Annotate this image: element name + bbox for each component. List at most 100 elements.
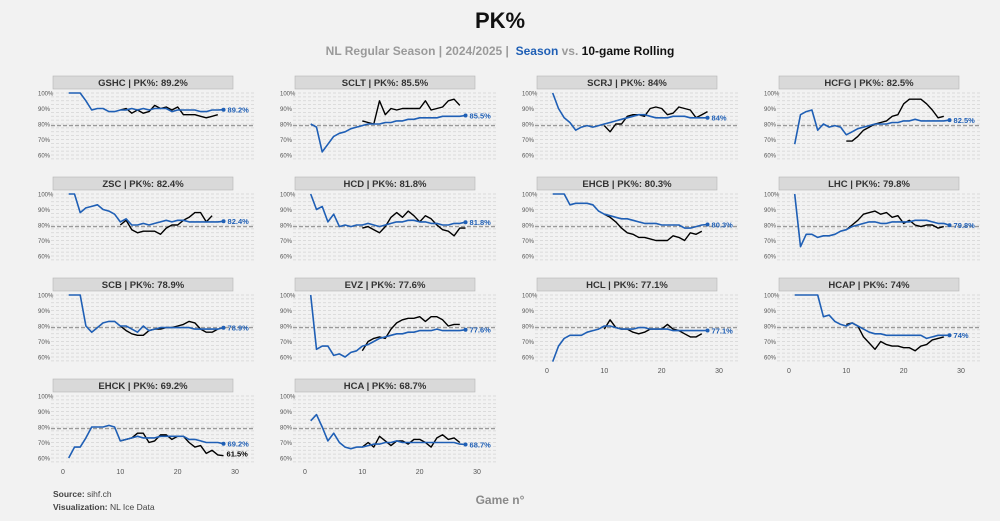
season-end-dot (221, 441, 226, 446)
y-tick-label: 60% (764, 356, 777, 362)
panel-header (52, 75, 234, 90)
panel-title: SCRJ | PK%: 84% (587, 78, 667, 89)
y-tick-label: 80% (764, 123, 777, 129)
season-line (310, 114, 466, 153)
y-tick-label: 70% (764, 239, 777, 245)
y-tick-label: 90% (522, 107, 535, 113)
y-tick-label: 100% (38, 193, 54, 199)
panel-header (294, 277, 476, 292)
season-line (309, 294, 466, 358)
team-panel-zsc: ZSC | PK%: 82.4% 100% 90% 80% 70% 60% 82.4% (38, 176, 255, 261)
y-tick-label: 70% (38, 340, 51, 346)
y-tick-label: 80% (38, 123, 51, 129)
team-panel-scb: SCB | PK%: 78.9% 100% 90% 80% 70% 60% 78.9% (38, 277, 255, 362)
y-tick-label: 70% (38, 138, 51, 144)
panel-header (778, 75, 960, 90)
panel-header (778, 176, 960, 191)
legend-rolling: 10-game Rolling (581, 44, 675, 58)
y-tick-label: 80% (522, 325, 535, 331)
y-tick-label: 70% (764, 138, 777, 144)
panel-title: EVZ | PK%: 77.6% (345, 280, 426, 291)
rolling-line (361, 316, 460, 352)
y-tick-label: 90% (764, 107, 777, 113)
y-tick-label: 100% (764, 294, 780, 300)
season-line (551, 325, 708, 362)
rolling-line (362, 98, 461, 125)
y-tick-label: 70% (280, 239, 293, 245)
y-tick-label: 80% (522, 224, 535, 230)
team-panel-evz: EVZ | PK%: 77.6% 100% 90% 80% 70% 60% 77.6% (280, 277, 497, 362)
chart-title: PK% (474, 8, 526, 33)
y-tick-label: 100% (764, 193, 780, 199)
season-end-label: 82.5% (954, 116, 976, 125)
y-tick-label: 100% (522, 92, 538, 98)
legend-vs: vs. (561, 44, 579, 58)
team-panel-hca: HCA | PK%: 68.7% 100% 90% 80% 70% 60% 0 10 20 30 6… (280, 378, 497, 476)
y-tick-label: 60% (38, 255, 51, 261)
y-tick-label: 100% (280, 193, 296, 199)
season-end-label: 84% (712, 114, 727, 123)
y-tick-label: 60% (280, 356, 293, 362)
season-end-dot (947, 223, 952, 228)
team-panel-hcap: HCAP | PK%: 74% 100% 90% 80% 70% 60% 0 10 20 30 74… (764, 277, 981, 375)
season-end-dot (947, 333, 952, 338)
panel-title: HCL | PK%: 77.1% (586, 280, 668, 291)
y-tick-label: 100% (522, 193, 538, 199)
x-tick-label: 20 (658, 368, 666, 375)
y-tick-label: 100% (280, 395, 296, 401)
team-panel-scrj: SCRJ | PK%: 84% 100% 90% 80% 70% 60% 84% (522, 75, 739, 160)
y-tick-label: 80% (280, 325, 293, 331)
panel-header (536, 75, 718, 90)
y-tick-label: 70% (38, 239, 51, 245)
subtitle-prefix: NL Regular Season | 2024/2025 | (325, 44, 509, 58)
y-tick-label: 100% (38, 395, 54, 401)
panel-header (294, 75, 476, 90)
y-tick-label: 90% (764, 208, 777, 214)
x-tick-label: 10 (600, 368, 608, 375)
panel-title: EHCB | PK%: 80.3% (582, 179, 672, 190)
y-tick-label: 60% (38, 154, 51, 160)
y-tick-label: 90% (38, 410, 51, 416)
y-tick-label: 90% (280, 309, 293, 315)
team-panel-hcd: HCD | PK%: 81.8% 100% 90% 80% 70% 60% 81.8% (280, 176, 497, 261)
panel-title: HCFG | PK%: 82.5% (824, 78, 914, 89)
y-tick-label: 60% (280, 154, 293, 160)
team-panel-hcl: HCL | PK%: 77.1% 100% 90% 80% 70% 60% 0 10 20 30 7… (522, 277, 739, 375)
y-tick-label: 90% (280, 208, 293, 214)
x-tick-label: 30 (231, 469, 239, 476)
panel-header (52, 378, 234, 393)
y-tick-label: 80% (280, 123, 293, 129)
panel-header (294, 378, 476, 393)
panel-header (52, 277, 234, 292)
season-end-label: 81.8% (470, 218, 492, 227)
y-tick-label: 90% (764, 309, 777, 315)
y-tick-label: 70% (280, 340, 293, 346)
y-tick-label: 100% (764, 92, 780, 98)
panel-title: GSHC | PK%: 89.2% (98, 78, 188, 89)
y-tick-label: 80% (280, 426, 293, 432)
panel-title: HCAP | PK%: 74% (828, 280, 910, 291)
y-tick-label: 90% (522, 309, 535, 315)
season-end-label: 85.5% (470, 111, 492, 120)
y-tick-label: 100% (280, 294, 296, 300)
season-end-dot (705, 115, 710, 120)
x-axis-label: Game n° (475, 493, 525, 507)
y-tick-label: 80% (764, 224, 777, 230)
season-end-label: 69.2% (228, 440, 250, 449)
team-panel-gshc: GSHC | PK%: 89.2% 100% 90% 80% 70% 60% 89.2% (38, 75, 255, 160)
panel-title: SCLT | PK%: 85.5% (342, 78, 429, 89)
viz-label: Visualization: (53, 502, 108, 512)
season-line (68, 92, 224, 113)
season-end-label: 68.7% (470, 440, 492, 449)
y-tick-label: 90% (280, 107, 293, 113)
viz-value: NL Ice Data (110, 502, 155, 512)
season-end-dot (463, 327, 468, 332)
y-tick-label: 60% (38, 457, 51, 463)
y-tick-label: 70% (280, 138, 293, 144)
season-line (794, 294, 950, 340)
y-tick-label: 80% (38, 325, 51, 331)
source-label: Source: (53, 489, 85, 499)
panel-header (536, 277, 718, 292)
season-end-dot (705, 328, 710, 333)
y-tick-label: 80% (280, 224, 293, 230)
